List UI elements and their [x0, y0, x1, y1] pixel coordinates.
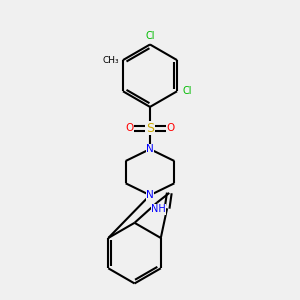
Text: CH₃: CH₃ [102, 56, 119, 64]
Text: Cl: Cl [183, 86, 192, 96]
Text: N: N [146, 144, 154, 154]
Text: NH: NH [151, 204, 166, 214]
Text: O: O [167, 123, 175, 133]
Text: Cl: Cl [145, 31, 155, 41]
Text: N: N [146, 190, 154, 200]
Text: O: O [125, 123, 133, 133]
Text: S: S [146, 122, 154, 135]
